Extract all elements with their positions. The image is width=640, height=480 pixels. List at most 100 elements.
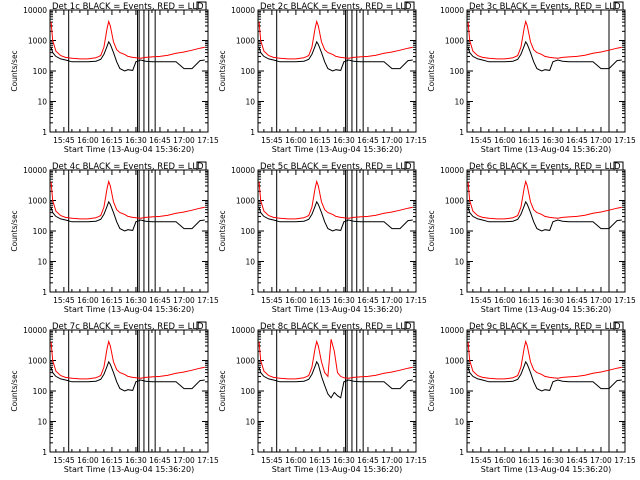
y-tick-label: 10 — [454, 98, 464, 107]
x-tick-label: 17:15 — [197, 456, 219, 465]
y-tick-label: 1000 — [236, 357, 255, 366]
x-tick-label: 15:45 — [470, 456, 492, 465]
x-tick-label: 15:45 — [53, 296, 75, 305]
y-tick-label: 100 — [241, 227, 256, 236]
x-tick-label: 15:45 — [53, 136, 75, 145]
y-tick-label: 10 — [37, 418, 47, 427]
y-tick-label: 10000 — [231, 326, 255, 335]
x-axis-label: Start Time (13-Aug-04 15:36:20) — [272, 305, 403, 314]
x-tick-label: 17:15 — [614, 456, 636, 465]
x-tick-label: 16:00 — [494, 456, 516, 465]
plot-data — [50, 330, 205, 452]
y-tick-label: 1 — [459, 288, 464, 297]
x-tick-label: 16:00 — [77, 136, 99, 145]
y-tick-label: 100 — [241, 67, 256, 76]
y-tick-label: 1000 — [236, 37, 255, 46]
lld-series-line — [258, 19, 413, 60]
y-tick-label: 100 — [241, 387, 256, 396]
y-axis-label: Counts/sec — [10, 50, 19, 91]
plot-frame — [49, 329, 209, 453]
x-tick-label: 15:45 — [261, 456, 283, 465]
x-tick-label: 16:45 — [357, 136, 379, 145]
lld-series-line — [467, 179, 622, 220]
events-series-line — [258, 40, 413, 72]
y-tick-label: 100 — [33, 67, 48, 76]
y-tick-label: 10000 — [23, 6, 47, 15]
x-tick-label: 16:45 — [149, 136, 171, 145]
y-tick-label: 1000 — [445, 197, 464, 206]
plot-data — [258, 10, 413, 132]
x-tick-label: 16:30 — [542, 456, 564, 465]
plot-data — [467, 330, 622, 452]
events-series-line — [258, 200, 413, 232]
y-tick-label: 100 — [450, 227, 465, 236]
y-tick-label: 10 — [245, 258, 255, 267]
x-tick-label: 16:45 — [566, 296, 588, 305]
x-axis-label: Start Time (13-Aug-04 15:36:20) — [481, 465, 612, 474]
legend-box — [613, 1, 624, 11]
y-tick-label: 1 — [250, 288, 255, 297]
plot-frame — [257, 9, 417, 133]
legend-box — [196, 321, 207, 331]
legend-box — [404, 1, 415, 11]
x-axis-label: Start Time (13-Aug-04 15:36:20) — [272, 465, 403, 474]
y-tick-label: 1 — [42, 448, 47, 457]
y-tick-label: 10 — [245, 98, 255, 107]
events-series-line — [50, 200, 205, 232]
plot-frame — [49, 169, 209, 293]
panel-title: Det 5c BLACK = Events, RED = LLD — [260, 162, 412, 172]
lld-series-line — [50, 179, 205, 220]
x-tick-label: 16:00 — [494, 296, 516, 305]
plot-frame — [257, 329, 417, 453]
x-tick-label: 17:00 — [590, 136, 612, 145]
x-tick-label: 15:45 — [470, 136, 492, 145]
x-tick-label: 16:30 — [542, 296, 564, 305]
x-tick-label: 16:00 — [285, 136, 307, 145]
y-tick-label: 1 — [459, 448, 464, 457]
x-tick-label: 17:00 — [381, 136, 403, 145]
x-tick-label: 16:15 — [309, 136, 331, 145]
y-tick-label: 10000 — [231, 166, 255, 175]
y-tick-label: 1 — [42, 128, 47, 137]
y-tick-label: 10000 — [23, 166, 47, 175]
y-tick-label: 10000 — [440, 6, 464, 15]
y-tick-label: 1000 — [236, 197, 255, 206]
x-tick-label: 16:15 — [101, 456, 123, 465]
x-axis-label: Start Time (13-Aug-04 15:36:20) — [272, 145, 403, 154]
y-tick-label: 1 — [459, 128, 464, 137]
y-tick-label: 1 — [250, 448, 255, 457]
y-tick-label: 10 — [245, 418, 255, 427]
y-tick-label: 100 — [450, 387, 465, 396]
x-tick-label: 17:15 — [614, 136, 636, 145]
y-tick-label: 100 — [33, 227, 48, 236]
legend-box — [196, 161, 207, 171]
panel-title: Det 2c BLACK = Events, RED = LLD — [260, 2, 412, 12]
x-tick-label: 16:00 — [77, 456, 99, 465]
plot-data — [467, 170, 622, 292]
y-axis-label: Counts/sec — [218, 50, 227, 91]
x-tick-label: 16:15 — [309, 456, 331, 465]
plot-frame — [466, 169, 626, 293]
events-series-line — [258, 360, 413, 399]
x-tick-label: 17:00 — [173, 136, 195, 145]
x-axis-label: Start Time (13-Aug-04 15:36:20) — [64, 305, 195, 314]
plot-data — [467, 10, 622, 132]
y-tick-label: 10 — [37, 258, 47, 267]
x-tick-label: 16:45 — [149, 456, 171, 465]
x-tick-label: 16:30 — [333, 456, 355, 465]
x-tick-label: 16:30 — [333, 136, 355, 145]
x-tick-label: 16:30 — [333, 296, 355, 305]
x-tick-label: 17:15 — [614, 296, 636, 305]
x-axis-label: Start Time (13-Aug-04 15:36:20) — [481, 305, 612, 314]
panel-title: Det 1c BLACK = Events, RED = LLD — [52, 2, 204, 12]
x-tick-label: 17:15 — [405, 296, 427, 305]
x-tick-label: 16:30 — [125, 456, 147, 465]
x-tick-label: 15:45 — [470, 296, 492, 305]
x-tick-label: 15:45 — [261, 296, 283, 305]
panel-title: Det 4c BLACK = Events, RED = LLD — [52, 162, 204, 172]
y-axis-label: Counts/sec — [427, 370, 436, 411]
lld-series-line — [50, 19, 205, 60]
